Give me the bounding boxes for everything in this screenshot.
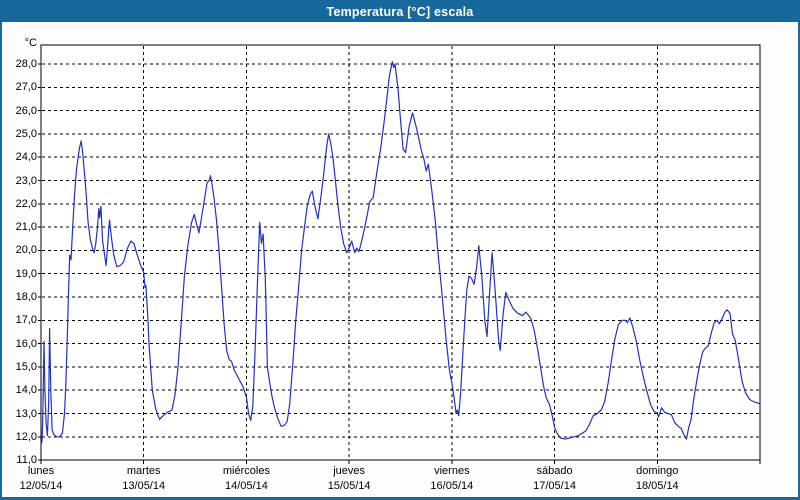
y-tick-label: 15,0	[15, 360, 37, 373]
x-date-label: 15/05/14	[327, 480, 371, 492]
y-tick-label: 24,0	[15, 151, 37, 164]
temperature-series-line	[40, 61, 761, 444]
y-tick-label: 21,0	[15, 221, 37, 234]
x-day-label: lunes	[27, 465, 55, 477]
x-date-label: 16/05/14	[430, 480, 474, 492]
y-tick-label: 12,0	[15, 430, 37, 443]
y-tick-label: 16,0	[15, 337, 37, 350]
window-title: Temperatura [°C] escala	[326, 5, 474, 19]
x-day-label: martes	[126, 465, 161, 477]
title-bar: Temperatura [°C] escala	[2, 2, 798, 22]
plot-border	[40, 44, 761, 461]
x-day-label: jueves	[333, 465, 366, 477]
x-day-label: sábado	[536, 465, 573, 477]
x-date-label: 14/05/14	[225, 480, 268, 492]
plot-background	[41, 45, 760, 460]
y-tick-label: 27,0	[15, 81, 37, 94]
y-tick-label: 20,0	[15, 244, 37, 257]
y-tick-label: 26,0	[15, 104, 37, 117]
y-tick-label: 18,0	[15, 291, 37, 303]
temperature-chart	[38, 44, 761, 464]
y-tick-label: 22,0	[15, 197, 37, 210]
x-day-label: viernes	[434, 465, 470, 477]
y-tick-label: 23,0	[15, 174, 37, 187]
y-axis-unit-label: °C	[24, 37, 37, 49]
y-tick-label: 28,0	[15, 58, 37, 70]
x-date-label: 18/05/14	[635, 480, 679, 492]
y-tick-label: 13,0	[15, 407, 37, 420]
x-date-label: 12/05/14	[19, 480, 63, 492]
figure-area: °C 28,0 27,0 26,0 25,0 24,0 23,0 22,0 21,0 20,0 19…	[2, 22, 798, 497]
x-day-label: domingo	[636, 465, 679, 477]
y-tick-label: 25,0	[15, 127, 37, 140]
y-tick-label: 14,0	[15, 384, 37, 397]
y-tick-label: 17,0	[15, 314, 37, 327]
x-date-label: 13/05/14	[122, 480, 166, 492]
x-day-label: miércoles	[222, 465, 270, 477]
x-date-label: 17/05/14	[533, 480, 576, 492]
y-tick-label: 19,0	[15, 267, 37, 280]
y-tick-label: 11,0	[16, 454, 37, 467]
